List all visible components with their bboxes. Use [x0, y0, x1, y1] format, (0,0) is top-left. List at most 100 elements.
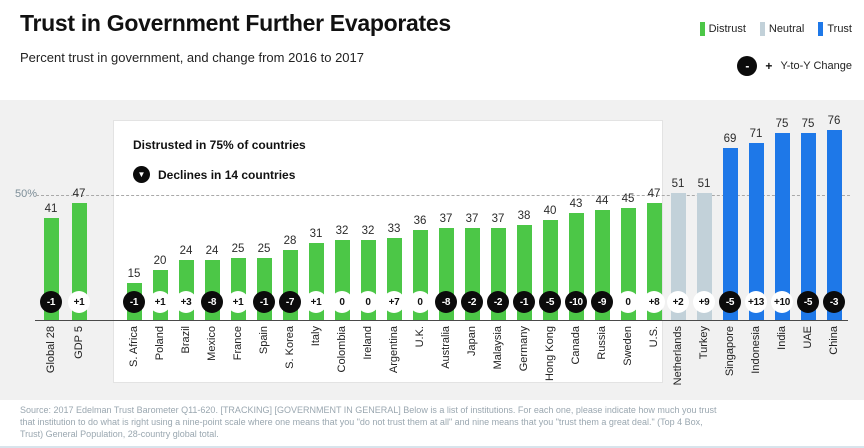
- bar-value-label: 37: [491, 212, 505, 225]
- change-badge: +1: [149, 291, 171, 313]
- change-badge: +3: [175, 291, 197, 313]
- change-badge: +7: [383, 291, 405, 313]
- category-label: Canada: [570, 326, 582, 365]
- bar-value-label: 71: [749, 127, 763, 140]
- bar-chart: 50% Distrusted in 75% of countries ▼ Dec…: [0, 100, 864, 400]
- change-badge: -3: [823, 291, 845, 313]
- bar-slot: 37 -2 Malaysia: [485, 100, 511, 400]
- change-badge: -1: [253, 291, 275, 313]
- change-badge: -5: [539, 291, 561, 313]
- bar-value-label: 44: [595, 195, 609, 207]
- category-label: Malaysia: [492, 326, 504, 370]
- category-label: Ireland: [362, 326, 374, 360]
- legend-label: Distrust: [708, 23, 746, 35]
- category-label: GDP 5: [73, 326, 85, 359]
- bar-value-label: 36: [413, 215, 427, 227]
- bar-slot: 71 +13 Indonesia: [743, 100, 769, 400]
- category-label: Sweden: [622, 326, 634, 366]
- bar-slot: 43 -10 Canada: [563, 100, 589, 400]
- change-badge: -1: [513, 291, 535, 313]
- bar-value-label: 32: [335, 225, 349, 237]
- category-label: China: [828, 326, 840, 355]
- section-distrusted-countries: 15 -1 S. Africa 20 +1 Poland 24 +3 Brazil 24 -8 Mex…: [121, 100, 667, 400]
- bar-slot: 76 -3 China: [821, 100, 847, 400]
- bar-slot: 47 +8 U.S.: [641, 100, 667, 400]
- bar-slot: 44 -9 Russia: [589, 100, 615, 400]
- change-badge: +2: [667, 291, 689, 313]
- category-label: Spain: [258, 326, 270, 355]
- bar-slot: 15 -1 S. Africa: [121, 100, 147, 400]
- bar: [722, 147, 738, 320]
- bar-slot: 37 -8 Australia: [433, 100, 459, 400]
- category-label: Argentina: [388, 326, 400, 374]
- bar-slot: 38 -1 Germany: [511, 100, 537, 400]
- category-label: Hong Kong: [544, 326, 556, 382]
- bar-slot: 25 -1 Spain: [251, 100, 277, 400]
- category-label: Australia: [440, 326, 452, 369]
- change-badge: -1: [123, 291, 145, 313]
- category-label: Italy: [310, 326, 322, 347]
- bar-value-label: 37: [439, 212, 453, 225]
- bar-slot: 47 +1 GDP 5: [65, 100, 93, 400]
- bottom-rule: [0, 446, 864, 448]
- x-axis-line: [35, 320, 848, 321]
- change-badge: +9: [693, 291, 715, 313]
- bar-value-label: 75: [775, 117, 789, 130]
- change-badge: -7: [279, 291, 301, 313]
- bar-slot: 51 +9 Turkey: [691, 100, 717, 400]
- bar-slot: 75 -5 UAE: [795, 100, 821, 400]
- category-label: Indonesia: [750, 326, 762, 374]
- trust-swatch-icon: [818, 22, 824, 36]
- bar-value-label: 45: [621, 192, 635, 205]
- source-note: Source: 2017 Edelman Trust Barometer Q11…: [20, 405, 717, 440]
- change-badge: +1: [68, 291, 90, 313]
- bar-value-label: 47: [72, 187, 86, 200]
- category-label: Mexico: [206, 326, 218, 361]
- change-badge: -10: [565, 291, 587, 313]
- gridline-label: 50%: [15, 188, 38, 200]
- bar: [696, 192, 712, 320]
- category-label: Japan: [466, 326, 478, 356]
- change-badge: +13: [745, 291, 767, 313]
- bar-value-label: 25: [257, 242, 271, 255]
- category-label: Turkey: [698, 326, 710, 360]
- bar-slot: 24 +3 Brazil: [173, 100, 199, 400]
- bar-slot: 37 -2 Japan: [459, 100, 485, 400]
- bar-value-label: 51: [671, 177, 685, 190]
- bar: [826, 130, 842, 320]
- bar-value-label: 33: [387, 222, 401, 235]
- bar-value-label: 24: [179, 245, 193, 257]
- bar: [646, 202, 662, 320]
- minus-circle-icon: -: [737, 56, 758, 76]
- bar-slot: 45 0 Sweden: [615, 100, 641, 400]
- change-badge: 0: [331, 291, 353, 313]
- bar-value-label: 75: [801, 117, 815, 130]
- bar-slot: 20 +1 Poland: [147, 100, 173, 400]
- change-badge: 0: [409, 291, 431, 313]
- category-label: Russia: [596, 326, 608, 360]
- bar-value-label: 28: [283, 235, 297, 247]
- category-label: S. Africa: [128, 326, 140, 367]
- bar-slot: 25 +1 France: [225, 100, 251, 400]
- legend: Distrust Neutral Trust: [699, 22, 852, 36]
- change-badge: 0: [357, 291, 379, 313]
- category-label: U.K.: [414, 326, 426, 348]
- bar-slot: 28 -7 S. Korea: [277, 100, 303, 400]
- bar-slot: 36 0 U.K.: [407, 100, 433, 400]
- category-label: Poland: [154, 326, 166, 361]
- bar-slot: 75 +10 India: [769, 100, 795, 400]
- change-badge: -1: [40, 291, 62, 313]
- neutral-swatch-icon: [759, 22, 765, 36]
- legend-item-distrust: Distrust: [699, 22, 746, 36]
- category-label: India: [776, 326, 788, 350]
- category-label: UAE: [802, 326, 814, 349]
- legend-item-trust: Trust: [818, 22, 852, 36]
- bar-slot: 32 0 Colombia: [329, 100, 355, 400]
- bar-slot: 31 +1 Italy: [303, 100, 329, 400]
- change-badge: -2: [487, 291, 509, 313]
- category-label: Global 28: [45, 326, 57, 374]
- change-badge: -9: [591, 291, 613, 313]
- bar-slot: 41 -1 Global 28: [37, 100, 65, 400]
- change-badge: -5: [719, 291, 741, 313]
- bar-slot: 24 -8 Mexico: [199, 100, 225, 400]
